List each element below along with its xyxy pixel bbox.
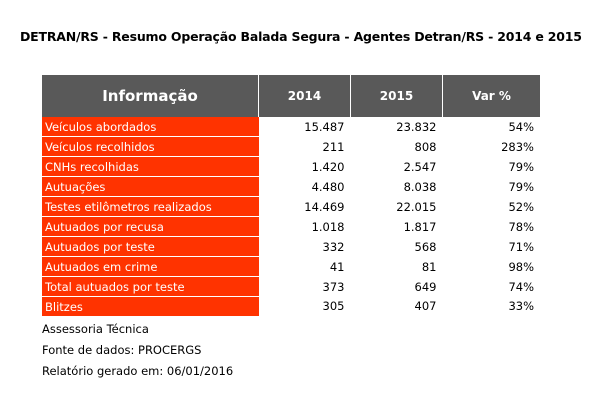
title: DETRAN/RS - Resumo Operação Balada Segur… — [20, 29, 582, 44]
cell: 2.547 — [403, 159, 437, 174]
cell: 81 — [421, 259, 437, 274]
cell: 15.487 — [304, 119, 345, 134]
cell: 98% — [508, 259, 534, 274]
row-label: Testes etilômetros realizados — [42, 196, 259, 217]
table-row: Testes etilômetros realizados 14.469 22.01… — [42, 196, 540, 217]
table-row: Blitzes 305 407 33% — [42, 296, 540, 316]
table-row: CNHs recolhidas 1.420 2.547 79% — [42, 156, 540, 177]
header-cell: 2015 — [350, 75, 443, 117]
table-row: Autuados em crime 41 81 98% — [42, 256, 540, 277]
table-row: Veículos abordados 15.487 23.832 54% — [42, 117, 540, 137]
header-cell: Informação — [42, 75, 259, 117]
cell: 74% — [508, 279, 534, 294]
table-row: Autuações 4.480 8.038 79% — [42, 176, 540, 197]
cell: 71% — [508, 239, 534, 254]
summary-table: Informação 2014 2015 Var % Veículos abordad… — [42, 75, 540, 316]
row-label: Veículos recolhidos — [42, 136, 259, 157]
cell: 407 — [414, 299, 437, 314]
row-label: Blitzes — [42, 296, 259, 316]
cell: 283% — [501, 139, 534, 154]
header-cell: Var % — [442, 75, 540, 117]
cell: 649 — [414, 279, 437, 294]
cell: 23.832 — [396, 119, 437, 134]
cell: 52% — [508, 199, 534, 214]
cell: 78% — [508, 219, 534, 234]
footer-line: Assessoria Técnica — [42, 322, 149, 336]
row-label: Autuados por recusa — [42, 216, 259, 237]
row-label: Autuados em crime — [42, 256, 259, 277]
cell: 79% — [508, 159, 534, 174]
row-label: Total autuados por teste — [42, 276, 259, 297]
cell: 332 — [322, 239, 345, 254]
cell: 14.469 — [304, 199, 345, 214]
cell: 41 — [329, 259, 345, 274]
table-row: Autuados por recusa 1.018 1.817 78% — [42, 216, 540, 237]
cell: 808 — [414, 139, 437, 154]
table-body: Veículos abordados 15.487 23.832 54% Veículo… — [42, 117, 540, 316]
cell: 373 — [322, 279, 345, 294]
cell: 54% — [508, 119, 534, 134]
table-row: Total autuados por teste 373 649 74% — [42, 276, 540, 297]
row-label: Veículos abordados — [42, 117, 259, 137]
cell: 1.420 — [311, 159, 345, 174]
cell: 8.038 — [403, 179, 437, 194]
cell: 211 — [322, 139, 345, 154]
table-row: Veículos recolhidos 211 808 283% — [42, 136, 540, 157]
cell: 4.480 — [311, 179, 345, 194]
footer-line: Relatório gerado em: 06/01/2016 — [42, 364, 234, 378]
row-label: Autuados por teste — [42, 236, 259, 257]
cell: 568 — [414, 239, 437, 254]
table-row: Autuados por teste 332 568 71% — [42, 236, 540, 257]
footer-line: Fonte de dados: PROCERGS — [42, 343, 202, 357]
cell: 305 — [322, 299, 345, 314]
cell: 1.018 — [311, 219, 345, 234]
cell: 22.015 — [396, 199, 437, 214]
footer: Assessoria Técnica Fonte de dados: PROCER… — [42, 322, 233, 385]
cell: 79% — [508, 179, 534, 194]
header-row: Informação 2014 2015 Var % — [42, 75, 540, 117]
row-label: CNHs recolhidas — [42, 156, 259, 177]
cell: 33% — [508, 299, 534, 314]
row-label: Autuações — [42, 176, 259, 197]
header-cell: 2014 — [258, 75, 351, 117]
cell: 1.817 — [403, 219, 437, 234]
